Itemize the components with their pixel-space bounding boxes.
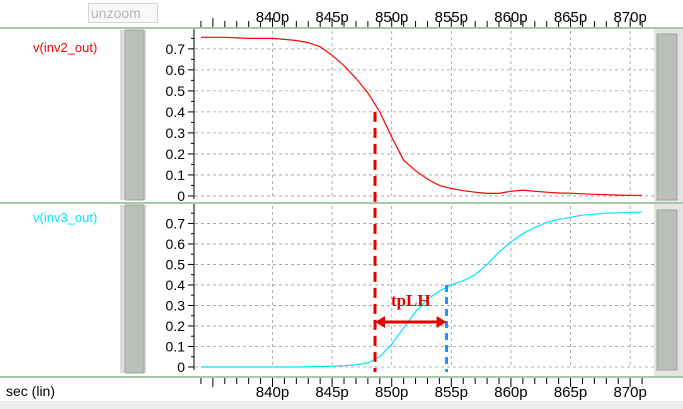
right-scrollbar-bottom[interactable] <box>656 209 678 371</box>
x-tick-label: 855p <box>435 384 468 401</box>
y-tick-label: 0.3 <box>166 297 186 313</box>
tp-arrow-head-left <box>375 316 386 328</box>
x-axis-label: sec (lin) <box>6 383 56 399</box>
y-tick-label: 0.5 <box>166 83 186 99</box>
y-tick-label: 0.3 <box>166 125 186 141</box>
x-tick-label: 840p <box>256 9 289 26</box>
y-tick-label: 0.6 <box>166 236 186 252</box>
horizontal-scrollbar[interactable] <box>0 401 683 409</box>
right-scrollbar-top[interactable] <box>656 33 678 201</box>
panel1-y-axis: 0 0.1 0.2 0.3 0.4 0.5 0.6 0.7 <box>166 29 195 204</box>
y-tick-label: 0.6 <box>166 62 186 78</box>
signal-name-inv2-out[interactable]: v(inv2_out) <box>33 40 98 55</box>
x-tick-label: 865p <box>554 9 587 26</box>
bottom-ruler: 840p 845p 850p 855p 860p 865p 870p <box>200 378 647 401</box>
trace-inv3-out <box>201 211 643 368</box>
tplh-label: tpLH <box>391 291 431 310</box>
panel1-grid <box>195 31 654 197</box>
signal-name-inv3-out[interactable]: v(inv3_out) <box>33 210 98 225</box>
x-tick-label: 845p <box>315 9 348 26</box>
x-tick-label: 860p <box>494 384 527 401</box>
x-tick-label: 870p <box>613 9 646 26</box>
y-tick-label: 0.2 <box>166 318 186 334</box>
y-tick-label: 0.4 <box>166 277 186 293</box>
y-tick-label: 0.1 <box>166 167 186 183</box>
unzoom-button[interactable]: unzoom <box>88 3 158 23</box>
panel1-scrollbar-thumb[interactable] <box>124 29 145 201</box>
x-tick-label: 845p <box>315 384 348 401</box>
x-tick-label: 840p <box>256 384 289 401</box>
x-tick-label: 860p <box>494 9 527 26</box>
tp-arrow-head-right <box>436 316 447 328</box>
tplh-annotation: tpLH <box>373 111 449 372</box>
x-tick-label: 855p <box>435 9 468 26</box>
y-tick-label: 0 <box>177 188 185 204</box>
x-tick-label: 870p <box>613 384 646 401</box>
y-tick-label: 0.7 <box>166 215 186 231</box>
y-tick-label: 0.7 <box>166 41 186 57</box>
panel2-y-axis: 0 0.1 0.2 0.3 0.4 0.5 0.6 0.7 <box>166 204 195 375</box>
y-tick-label: 0 <box>177 359 185 375</box>
top-ruler: 840p 845p 850p 855p 860p 865p 870p <box>200 9 647 27</box>
panel2-grid <box>195 206 654 368</box>
y-tick-label: 0.4 <box>166 104 186 120</box>
y-tick-label: 0.5 <box>166 256 186 272</box>
y-tick-label: 0.2 <box>166 146 186 162</box>
x-tick-label: 850p <box>375 384 408 401</box>
x-tick-label: 850p <box>375 9 408 26</box>
y-tick-label: 0.1 <box>166 338 186 354</box>
trace-inv2-out <box>201 36 643 196</box>
panel2-scrollbar-thumb[interactable] <box>124 204 145 374</box>
x-tick-label: 865p <box>554 384 587 401</box>
